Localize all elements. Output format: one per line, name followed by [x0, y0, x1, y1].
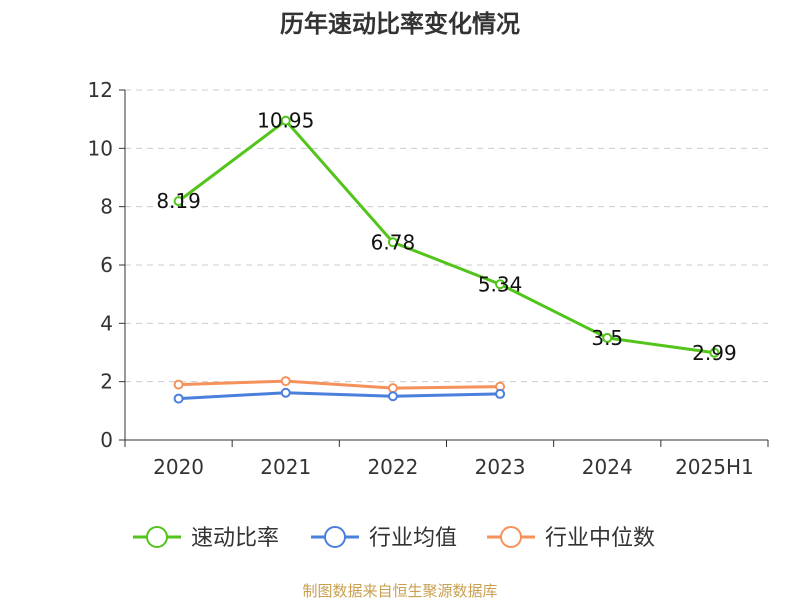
data-point: [387, 237, 398, 248]
data-label: 8.19: [156, 189, 201, 213]
data-point: [602, 332, 613, 343]
y-tick-label: 6: [100, 253, 113, 277]
data-point: [173, 196, 184, 207]
y-tick-label: 10: [88, 136, 113, 160]
x-tick-label: 2024: [582, 455, 633, 479]
y-tick-label: 8: [100, 195, 113, 219]
data-point: [280, 376, 291, 387]
data-label: 3.5: [591, 326, 623, 350]
data-point: [709, 347, 720, 358]
data-label: 10.95: [257, 109, 314, 133]
y-tick-label: 4: [100, 311, 113, 335]
series-layer: [173, 115, 720, 404]
y-tick-label: 12: [88, 78, 113, 102]
legend-label: 行业均值: [369, 526, 457, 551]
legend-swatch-marker: [324, 526, 346, 548]
legend-label: 行业中位数: [545, 526, 655, 551]
y-tick-label: 0: [100, 428, 113, 452]
data-label: 6.78: [371, 230, 416, 254]
x-tick-label: 2020: [153, 455, 204, 479]
data-point: [173, 393, 184, 404]
data-point: [280, 387, 291, 398]
y-tick-label: 2: [100, 370, 113, 394]
axes: 0 2 4 6 8 10 12 2020 2021 2022 2023 2024 2025H1: [88, 78, 769, 479]
data-point: [387, 391, 398, 402]
series-line: [177, 119, 715, 355]
source-note: 制图数据来自恒生聚源数据库: [302, 582, 497, 600]
data-point: [280, 115, 291, 126]
data-point: [173, 379, 184, 390]
data-label: 2.99: [692, 341, 737, 365]
x-tick-label: 2021: [260, 455, 311, 479]
legend: 速动比率 行业均值 行业中位数: [133, 526, 655, 551]
data-point: [495, 279, 506, 290]
legend-swatch-marker: [146, 526, 168, 548]
series-line: [178, 379, 501, 390]
x-tick-label: 2022: [367, 455, 418, 479]
gridlines: [125, 89, 768, 383]
series-line: [178, 391, 501, 401]
x-tick-label: 2025H1: [675, 455, 754, 479]
legend-label: 速动比率: [191, 526, 279, 551]
legend-swatch-marker: [500, 526, 522, 548]
x-tick-label: 2023: [475, 455, 526, 479]
data-labels: 8.19 10.95 6.78 5.34 3.5 2.99: [156, 109, 736, 365]
data-label: 5.34: [478, 272, 523, 296]
data-point: [387, 383, 398, 394]
data-point: [495, 388, 506, 399]
chart-title: 历年速动比率变化情况: [280, 10, 520, 38]
